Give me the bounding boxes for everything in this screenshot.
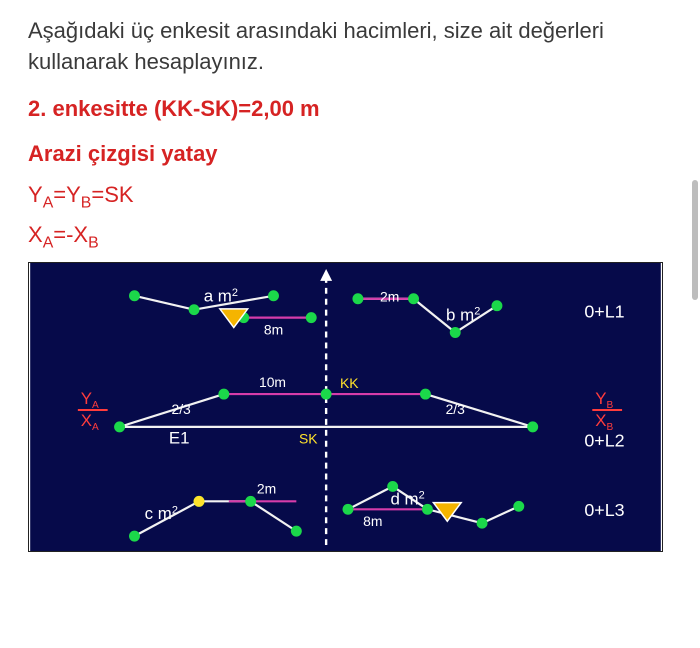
line1-value: 2,00 m [251,96,320,121]
svg-text:0+L3: 0+L3 [584,501,624,521]
intro-paragraph: Aşağıdaki üç enkesit arasındaki hacimler… [28,16,676,78]
svg-text:SK: SK [299,431,318,447]
line1-prefix: 2. enkesitte (KK-SK)= [28,96,251,121]
svg-text:E1: E1 [169,429,190,448]
svg-text:8m: 8m [264,322,283,338]
cross-section-diagram: a m2b m28m2m0+L110mKKSKE12/32/3YAXAYBXB0… [29,263,662,551]
line-arazi: Arazi çizgisi yatay [28,137,676,170]
svg-text:10m: 10m [259,375,286,391]
diagram-container: a m2b m28m2m0+L110mKKSKE12/32/3YAXAYBXB0… [28,262,663,552]
equation-x: XA=-XB [28,222,676,252]
svg-text:2/3: 2/3 [446,401,466,417]
line-kk-sk: 2. enkesitte (KK-SK)=2,00 m [28,92,676,125]
svg-text:KK: KK [340,376,359,392]
eq1-subA: A [43,194,54,211]
svg-text:0+L1: 0+L1 [584,302,624,322]
svg-text:2m: 2m [380,289,399,305]
svg-text:0+L2: 0+L2 [584,431,624,451]
eq2-subB: B [88,234,99,251]
svg-text:2m: 2m [257,481,276,497]
eq2-subA: A [43,234,54,251]
eq1-y1: Y [28,182,43,207]
eq1-mid: =Y [53,182,81,207]
svg-text:8m: 8m [363,514,382,530]
scrollbar-thumb[interactable] [692,180,698,300]
eq1-right: =SK [91,182,133,207]
scrollbar-track[interactable] [692,0,698,648]
svg-text:2/3: 2/3 [171,401,191,417]
eq2-x1: X [28,222,43,247]
eq1-subB: B [81,194,92,211]
equation-y: YA=YB=SK [28,182,676,212]
eq2-mid: =-X [53,222,88,247]
